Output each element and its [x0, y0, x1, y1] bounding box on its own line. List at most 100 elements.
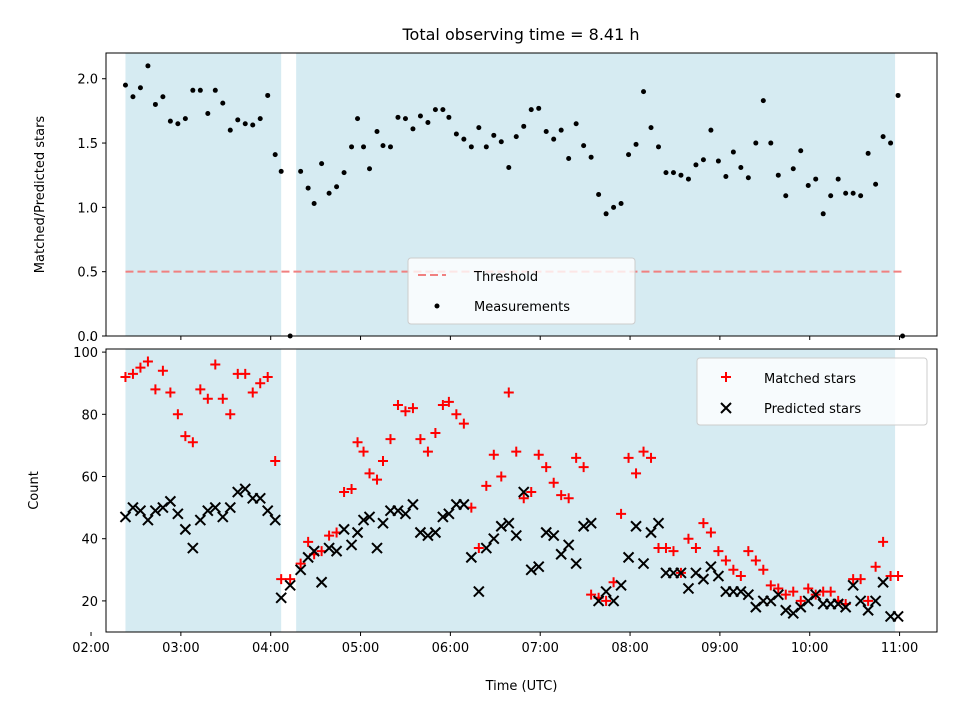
- predicted-star-point: [224, 501, 236, 514]
- measurement-point: [551, 136, 557, 142]
- y-tick-label: 1.5: [77, 137, 98, 152]
- matched-star-point: [378, 455, 388, 466]
- measurement-point: [334, 184, 340, 190]
- predicted-star-point: [345, 539, 358, 551]
- matched-star-point: [548, 477, 559, 488]
- measurement-point: [453, 131, 459, 137]
- legend-top: Threshold Measurements: [407, 257, 636, 325]
- measurement-point: [130, 94, 136, 100]
- measurement-point: [319, 161, 325, 167]
- measurement-point: [440, 107, 446, 113]
- measurement-point: [873, 181, 879, 187]
- measurement-point: [603, 211, 609, 217]
- measurement-point: [715, 158, 721, 164]
- measurement-point: [349, 144, 355, 150]
- legend-measurements-label: Measurements: [474, 300, 570, 315]
- predicted-star-point: [179, 523, 192, 536]
- matched-star-point: [295, 558, 306, 569]
- predicted-star-point: [323, 542, 335, 554]
- measurement-point: [700, 157, 706, 163]
- matched-star-point: [372, 474, 383, 485]
- measurement-point: [298, 168, 304, 174]
- measurement-point: [355, 116, 361, 122]
- measurement-point: [670, 170, 676, 176]
- x-tick-label: 09:00: [701, 641, 738, 656]
- matched-star-point: [863, 595, 874, 606]
- predicted-star-point: [862, 604, 874, 616]
- matched-star-point: [713, 546, 724, 557]
- measurement-point: [611, 204, 617, 210]
- matched-star-point: [735, 571, 746, 582]
- predicted-star-point: [480, 542, 493, 554]
- y-tick-label: 100: [73, 346, 98, 361]
- y-tick-label: 2.0: [77, 73, 98, 88]
- predicted-star-point: [209, 501, 222, 514]
- measurement-point: [663, 170, 669, 176]
- measurement-point: [387, 144, 393, 150]
- measurement-point: [287, 333, 293, 339]
- predicted-star-point: [503, 517, 515, 529]
- predicted-star-point: [443, 508, 455, 520]
- y-axis-label: Count: [27, 471, 42, 510]
- matched-star-point: [750, 555, 761, 566]
- matched-star-point: [202, 393, 213, 404]
- y-tick-label: 1.0: [77, 201, 98, 216]
- legend-predicted-label: Predicted stars: [764, 402, 861, 417]
- matched-star-point: [400, 406, 411, 417]
- predicted-star-point: [232, 486, 244, 498]
- predicted-star-point: [202, 505, 214, 517]
- predicted-star-point: [407, 498, 419, 511]
- matched-star-point: [795, 595, 806, 606]
- predicted-star-point: [149, 505, 162, 517]
- matched-star-point: [240, 368, 251, 379]
- matched-star-point: [346, 483, 357, 494]
- matched-star-point: [660, 543, 671, 554]
- measurement-point: [888, 140, 894, 146]
- y-tick-label: 40: [81, 533, 98, 548]
- predicted-star-point: [577, 520, 590, 532]
- predicted-star-point: [847, 579, 859, 592]
- measurement-point: [850, 190, 856, 196]
- predicted-star-point: [712, 570, 725, 582]
- measurement-point: [212, 87, 218, 93]
- matched-star-point: [488, 449, 499, 460]
- measurement-point: [820, 211, 826, 217]
- matched-star-point: [437, 399, 448, 410]
- measurement-point: [678, 172, 684, 178]
- measurement-point: [536, 105, 542, 111]
- legend-measurements-swatch: [434, 303, 440, 309]
- matched-star-point: [473, 543, 484, 554]
- matched-star-point: [303, 536, 314, 547]
- matched-star-point: [758, 564, 769, 575]
- measurement-point: [250, 122, 256, 128]
- legend-threshold-label: Threshold: [473, 270, 538, 285]
- predicted-star-point: [458, 498, 470, 511]
- y-tick-label: 80: [81, 408, 98, 423]
- matched-star-point: [217, 393, 228, 404]
- predicted-star-point: [832, 598, 844, 610]
- measurement-point: [738, 164, 744, 170]
- x-tick-label: 08:00: [611, 641, 648, 656]
- matched-star-point: [255, 378, 266, 389]
- measurement-point: [145, 63, 151, 69]
- predicted-star-point: [330, 545, 343, 557]
- measurement-point: [730, 149, 736, 155]
- y-tick-label: 0.0: [77, 330, 98, 345]
- matched-star-point: [646, 452, 657, 463]
- predicted-star-point: [392, 505, 404, 517]
- predicted-star-point: [422, 529, 434, 542]
- predicted-star-point: [600, 585, 612, 598]
- predicted-star-point: [652, 517, 665, 529]
- predicted-star-point: [735, 585, 747, 598]
- x-tick-label: 06:00: [432, 641, 469, 656]
- measurement-point: [723, 173, 729, 179]
- predicted-star-point: [607, 595, 620, 607]
- measurement-point: [498, 139, 504, 145]
- matched-star-point: [743, 546, 754, 557]
- matched-star-point: [247, 387, 258, 398]
- measurement-point: [835, 176, 841, 182]
- measurement-point: [626, 152, 632, 158]
- measurement-point: [341, 170, 347, 176]
- predicted-star-point: [194, 514, 207, 526]
- matched-star-point: [127, 368, 138, 379]
